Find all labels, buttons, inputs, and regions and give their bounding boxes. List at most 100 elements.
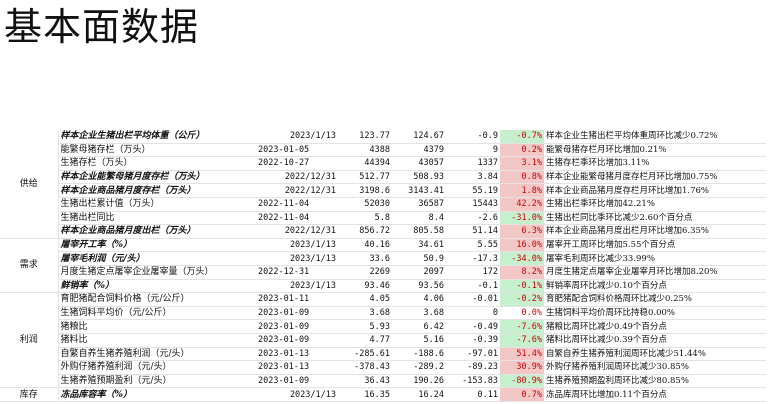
table-row: 猪粮比 2023-01-09 5.93 6.42 -0.49 -7.6% 猪粮比周环比减少0… (0, 319, 766, 334)
indicator-date: 2023/1/13 (256, 251, 338, 266)
current-value: 5.93 (338, 319, 392, 334)
change-note: 自繁自养生猪养殖利润周环比减少51.44% (544, 347, 766, 362)
change-percent: 0.2% (500, 143, 544, 158)
change-percent: -7.6% (500, 333, 544, 348)
indicator-name: 样本企业能繁母猪月度存栏（万头） (58, 170, 256, 185)
previous-value: 4.06 (392, 292, 446, 307)
indicator-date: 2023/1/13 (256, 279, 338, 294)
current-value: 16.35 (338, 387, 392, 402)
current-value: -378.43 (338, 360, 392, 375)
change-value: 0.11 (446, 387, 500, 402)
indicator-date: 2022-10-27 (256, 156, 338, 171)
change-percent: 0.7% (500, 387, 544, 402)
current-value: 52030 (338, 197, 392, 212)
change-percent: 8.2% (500, 265, 544, 280)
table-row: 样本企业能繁母猪月度存栏（万头） 2022/12/31 512.77 508.93 3.… (0, 170, 766, 185)
indicator-name: 能繁母猪存栏（万头） (58, 143, 256, 158)
indicator-date: 2022/12/31 (256, 224, 338, 239)
previous-value: 34.61 (392, 238, 446, 253)
table-row: 生猪存栏（万头） 2022-10-27 44394 43057 1337 3.1% 生猪存栏… (0, 156, 766, 171)
indicator-date: 2023-01-09 (256, 333, 338, 348)
table-row: 需求 屠宰开工率（%） 2023/1/13 40.16 34.61 5.55 16.0% 屠宰… (0, 238, 766, 294)
table-row: 生猪饲料平均价（元/公斤） 2023-01-09 3.68 3.68 0 0.0% 生猪饲料… (0, 306, 766, 321)
previous-value: 190.26 (392, 374, 446, 389)
indicator-name: 屠宰毛利润（元/头） (58, 251, 256, 266)
indicator-date: 2022/12/31 (256, 183, 338, 198)
section-label: 供给 (0, 130, 59, 239)
change-note: 育肥猪配合饲料价格周环比减少0.25% (544, 292, 766, 307)
table-row: 自繁自养生猪养殖利润（元/头） 2023-01-13 -285.61 -188.6 -9… (0, 347, 766, 362)
current-value: 123.77 (338, 130, 392, 144)
current-value: 5.8 (338, 211, 392, 226)
table-row: 能繁母猪存栏（万头） 2023-01-05 4388 4379 9 0.2% 能繁母猪存栏月… (0, 143, 766, 158)
change-percent: -7.6% (500, 319, 544, 334)
change-note: 月度生猪定点屠宰企业屠宰月环比增加8.20% (544, 265, 766, 280)
indicator-name: 生猪出栏累计值（万头） (58, 197, 256, 212)
change-percent: 16.0% (500, 238, 544, 253)
previous-value: 5.16 (392, 333, 446, 348)
previous-value: 508.93 (392, 170, 446, 185)
change-note: 冻品库周环比增加0.11个百分点 (544, 387, 766, 402)
current-value: 3198.6 (338, 183, 392, 198)
indicator-name: 鲜销率（%） (58, 279, 256, 294)
change-percent: 0.0% (500, 306, 544, 321)
table-row: 样本企业商品猪月度存栏（万头） 2022/12/31 3198.6 3143.41 55… (0, 183, 766, 198)
change-value: 1337 (446, 156, 500, 171)
indicator-name: 生猪饲料平均价（元/公斤） (58, 306, 256, 321)
indicator-date: 2022/12/31 (256, 170, 338, 185)
change-value: -0.9 (446, 130, 500, 144)
indicator-date: 2022-12-31 (256, 265, 338, 280)
current-value: 40.16 (338, 238, 392, 253)
change-percent: -0.1% (500, 279, 544, 294)
previous-value: 6.42 (392, 319, 446, 334)
current-value: 93.46 (338, 279, 392, 294)
change-value: -153.83 (446, 374, 500, 389)
previous-value: 36587 (392, 197, 446, 212)
current-value: 512.77 (338, 170, 392, 185)
indicator-name: 育肥猪配合饲料价格（元/公斤） (58, 292, 256, 307)
change-percent: 3.1% (500, 156, 544, 171)
indicator-date: 2023-01-13 (256, 347, 338, 362)
indicator-name: 样本企业商品猪月度存栏（万头） (58, 183, 256, 198)
change-note: 样本企业商品猪月度出栏月环比增加6.35% (544, 224, 766, 239)
indicator-date: 2023/1/13 (256, 387, 338, 402)
change-value: -2.6 (446, 211, 500, 226)
change-value: -0.39 (446, 333, 500, 348)
change-value: -0.01 (446, 292, 500, 307)
change-value: -17.3 (446, 251, 500, 266)
previous-value: 93.56 (392, 279, 446, 294)
indicator-date: 2022-11-04 (256, 211, 338, 226)
indicator-name: 样本企业商品猪月度出栏（万头） (58, 224, 256, 239)
change-note: 样本企业商品猪月度存栏月环比增加1.76% (544, 183, 766, 198)
current-value: 44394 (338, 156, 392, 171)
change-note: 生猪养殖预期盈利周环比减少80.85% (544, 374, 766, 389)
indicator-date: 2022-11-04 (256, 197, 338, 212)
previous-value: 805.58 (392, 224, 446, 239)
current-value: 33.6 (338, 251, 392, 266)
current-value: -285.61 (338, 347, 392, 362)
indicator-date: 2023/1/13 (256, 130, 338, 144)
indicator-name: 屠宰开工率（%） (58, 238, 256, 253)
previous-value: -289.2 (392, 360, 446, 375)
table-row: 利润 育肥猪配合饲料价格（元/公斤） 2023-01-11 4.05 4.06 -0.01… (0, 292, 766, 389)
indicator-date: 2023-01-09 (256, 374, 338, 389)
change-value: -89.23 (446, 360, 500, 375)
change-percent: 1.8% (500, 183, 544, 198)
change-value: 0 (446, 306, 500, 321)
change-note: 生猪饲料平均价周环比持稳0.00% (544, 306, 766, 321)
change-value: 3.84 (446, 170, 500, 185)
current-value: 4.77 (338, 333, 392, 348)
previous-value: 4379 (392, 143, 446, 158)
indicator-name: 自繁自养生猪养殖利润（元/头） (58, 347, 256, 362)
current-value: 36.43 (338, 374, 392, 389)
fundamentals-table: 供给 样本企业生猪出栏平均体重（公斤） 2023/1/13 123.77 124.67-… (0, 130, 766, 402)
indicator-date: 2023-01-05 (256, 143, 338, 158)
indicator-name: 冻品库容率（%） (58, 387, 256, 402)
indicator-date: 2023-01-11 (256, 292, 338, 307)
change-percent: -0.2% (500, 292, 544, 307)
change-note: 外购仔猪养殖利润周环比减少30.85% (544, 360, 766, 375)
indicator-name: 生猪养殖预期盈利（元/头） (58, 374, 256, 389)
indicator-date: 2023-01-09 (256, 319, 338, 334)
change-value: 51.14 (446, 224, 500, 239)
change-percent: 0.8% (500, 170, 544, 185)
